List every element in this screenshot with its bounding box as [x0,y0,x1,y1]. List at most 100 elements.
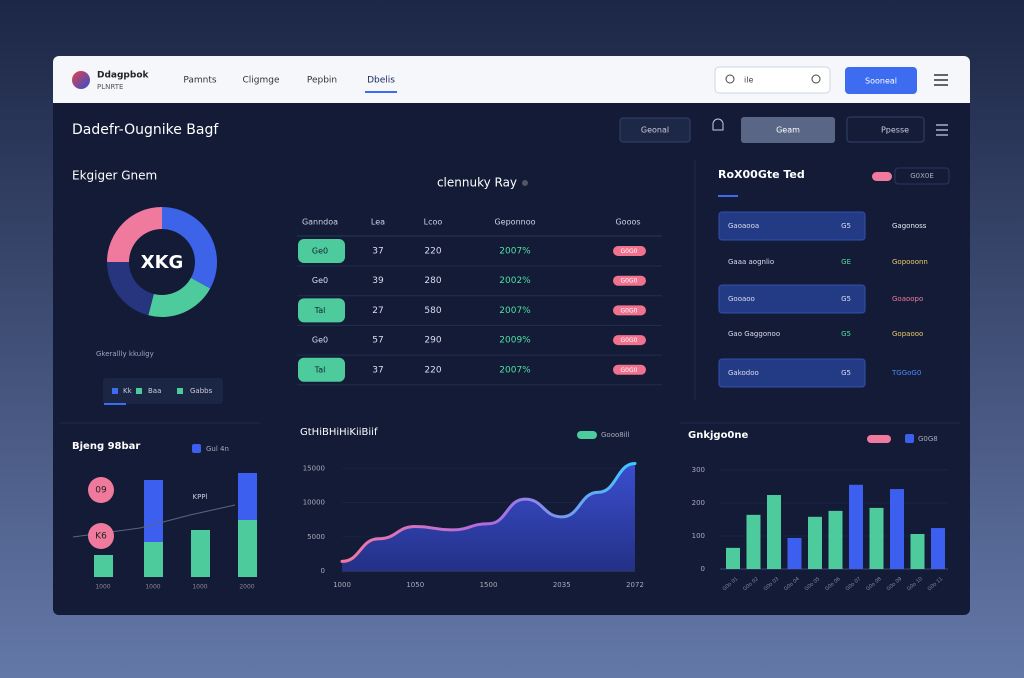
y-tick-label: 0 [321,567,325,575]
header-button-label: Sooneal [865,77,897,86]
cell: 27 [372,306,383,316]
cell: G0G0 [621,248,638,255]
y-tick-label: 15000 [303,464,325,472]
legend-swatch [867,435,891,443]
brand: Ddagpbok [97,71,149,81]
y-tick-label: 0 [701,565,705,573]
list-label: Gakodoo [728,369,759,377]
cell: 580 [424,306,441,316]
toolbar-button-label: Geam [776,126,800,135]
tab[interactable]: Gabbs [190,387,213,395]
header-button[interactable] [845,67,917,94]
bar [94,555,113,577]
donut-segment [148,277,211,317]
tab[interactable]: Baa [148,387,161,395]
menu-icon[interactable] [934,74,948,86]
x-tick-label: 2035 [553,581,571,589]
list-right: TGGoG0 [891,369,921,377]
cell: G0G0 [621,337,638,344]
toolbar-button-active[interactable] [741,117,835,143]
list-row[interactable] [718,284,866,314]
column-header: Lcoo [424,218,443,227]
x-tick-label: 2072 [626,581,644,589]
bar [910,533,925,569]
cell: 2007% [499,247,531,257]
list-row[interactable] [718,358,866,388]
bar [726,547,740,569]
column-header: Lea [371,218,385,227]
cell: 2007% [499,306,531,316]
cell: 37 [372,365,383,375]
title-dot [522,180,528,186]
bar [890,489,904,569]
list-right: Gopaooo [892,330,923,338]
window [53,56,970,615]
toolbar-button[interactable] [619,117,691,143]
cell: 37 [372,247,383,257]
brand-sub: PLNRTE [97,83,123,91]
donut-segment [107,207,162,262]
list-label: Gaoaooa [728,222,759,230]
bar [238,520,257,577]
column-header: Gooos [615,218,640,227]
legend-label: G0G8 [918,435,938,443]
nav-item[interactable]: Pepbin [307,76,337,86]
table-title: clennuky Ray [437,176,517,190]
bar [787,537,802,569]
tab-swatch [136,388,142,394]
search-icon-right [811,74,821,84]
search-box[interactable] [714,66,831,94]
nav-item[interactable]: Pamnts [183,76,217,86]
list-row[interactable] [718,211,866,241]
cell: 290 [424,336,441,346]
cell: 39 [372,276,384,286]
logo [72,71,90,89]
toolbar-menu[interactable] [936,124,948,136]
x-tick-label: 1000 [145,584,160,591]
bar [931,528,945,569]
list-title: RoX00Gte Ted [718,168,805,181]
bar [238,473,257,520]
x-tick-label: 1000 [95,584,110,591]
tab[interactable]: Kk [123,387,133,395]
cell: Ge0 [312,276,328,285]
y-tick-label: 100 [692,532,705,540]
panel-title: Bjeng 98bar [72,441,140,452]
column-header: Ganndoa [302,218,338,227]
legend-label: Gooo8ill [601,431,630,439]
status-pill [613,364,646,375]
y-tick-label: 200 [692,499,705,507]
list-value: G5 [841,330,851,338]
tab-swatch [177,388,183,394]
legend-swatch [192,444,201,453]
badge [298,239,345,263]
annotation: K6 [95,532,107,542]
list-legend: G0X0E [910,172,934,180]
status-pill [613,305,646,316]
donut-segment [107,262,154,316]
toolbar-button[interactable] [846,116,925,143]
search-text: ile [744,76,753,85]
x-tick-label: 2000 [239,584,254,591]
annotation-circle [88,523,114,549]
toolbar-button-label: Ppesse [881,126,909,135]
cell: 2002% [499,276,531,286]
legend-swatch [905,434,914,443]
nav-item[interactable]: Dbelis [367,76,395,86]
nav-item[interactable]: Cligmge [242,76,279,86]
toggle[interactable] [872,172,892,181]
page-title: Dadefr-Ougnike Bagf [72,122,219,138]
legend-label: Gul 4n [206,445,229,453]
annotation: 09 [95,486,107,496]
toolbar-icon[interactable] [712,118,724,131]
badge [298,357,345,382]
bar [849,484,863,569]
area-line [340,461,637,563]
list-value: GE [841,258,851,266]
cell: Ge0 [312,336,328,345]
list-right: Goaoopo [892,295,923,303]
panel-title: Gnkjgo0ne [688,430,749,441]
cell: 280 [424,276,441,286]
